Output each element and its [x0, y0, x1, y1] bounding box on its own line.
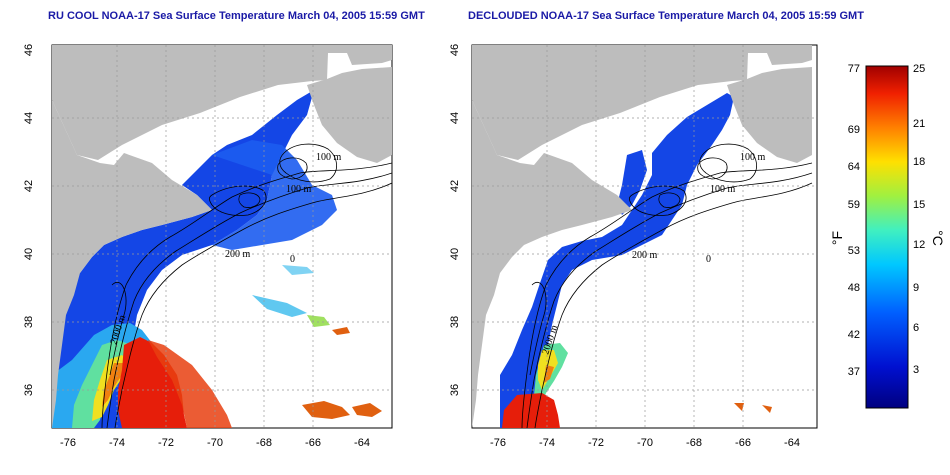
- lat-tick: 44: [449, 112, 461, 124]
- celsius-tick: 3: [913, 364, 919, 376]
- right-map-gridlines: [472, 45, 817, 428]
- contour-label-200m: 200 m: [632, 250, 658, 261]
- cold-water-zone: [500, 93, 734, 428]
- celsius-tick: 15: [913, 199, 925, 211]
- contour-label-zero: 0: [290, 254, 295, 265]
- celsius-tick: 18: [913, 156, 925, 168]
- celsius-tick: 12: [913, 239, 925, 251]
- lat-tick: 40: [23, 248, 35, 260]
- lon-tick: -68: [686, 437, 702, 449]
- fahrenheit-tick: 53: [848, 245, 860, 257]
- fahrenheit-tick: 64: [848, 161, 860, 173]
- lat-tick: 46: [449, 44, 461, 56]
- lat-tick: 42: [449, 180, 461, 192]
- celsius-tick: 6: [913, 322, 919, 334]
- fahrenheit-tick: 59: [848, 199, 860, 211]
- contour-label-100m-a: 100 m: [316, 152, 342, 163]
- lon-tick: -72: [158, 437, 174, 449]
- contour-label-100m-a: 100 m: [740, 152, 766, 163]
- celsius-unit-label: °C: [930, 230, 946, 246]
- lon-tick: -64: [784, 437, 800, 449]
- celsius-tick: 25: [913, 63, 925, 75]
- contour-label-100m-b: 100 m: [710, 184, 736, 195]
- lat-tick: 42: [23, 180, 35, 192]
- contour-label-zero: 0: [706, 254, 711, 265]
- right-map-title: DECLOUDED NOAA-17 Sea Surface Temperatur…: [468, 10, 864, 22]
- lon-tick: -74: [539, 437, 555, 449]
- lat-tick: 40: [449, 248, 461, 260]
- temperature-colorbar: 77 69 64 59 53 48 42 37 25 21 18 15 12 9…: [829, 63, 946, 409]
- lon-tick: -64: [354, 437, 370, 449]
- celsius-tick: 9: [913, 282, 919, 294]
- right-map: 100 m 100 m 200 m 2000 m 0 -76 -74 -72 -…: [449, 44, 818, 449]
- lon-tick: -68: [256, 437, 272, 449]
- lon-tick: -76: [490, 437, 506, 449]
- lat-tick: 46: [23, 44, 35, 56]
- left-map-gridlines: [52, 45, 392, 428]
- lon-tick: -66: [735, 437, 751, 449]
- lat-tick: 44: [23, 112, 35, 124]
- lon-tick: -66: [305, 437, 321, 449]
- celsius-tick: 21: [913, 118, 925, 130]
- lon-tick: -74: [109, 437, 125, 449]
- lat-tick: 38: [449, 316, 461, 328]
- lat-tick: 38: [23, 316, 35, 328]
- lon-tick: -70: [637, 437, 653, 449]
- contour-label-200m: 200 m: [225, 249, 251, 260]
- lat-tick: 36: [449, 384, 461, 396]
- left-map: 100 m 100 m 200 m 2000 m 0 -76 -74 -72 -…: [23, 44, 393, 449]
- lon-tick: -70: [207, 437, 223, 449]
- lat-tick: 36: [23, 384, 35, 396]
- fahrenheit-unit-label: °F: [829, 231, 845, 245]
- fahrenheit-tick: 77: [848, 63, 860, 75]
- fahrenheit-tick: 69: [848, 124, 860, 136]
- fahrenheit-tick: 48: [848, 282, 860, 294]
- lon-tick: -72: [588, 437, 604, 449]
- fahrenheit-tick: 37: [848, 366, 860, 378]
- contour-label-100m-b: 100 m: [286, 184, 312, 195]
- left-map-title: RU COOL NOAA-17 Sea Surface Temperature …: [48, 10, 425, 22]
- lon-tick: -76: [60, 437, 76, 449]
- fahrenheit-tick: 42: [848, 329, 860, 341]
- colorbar-gradient: [865, 65, 909, 409]
